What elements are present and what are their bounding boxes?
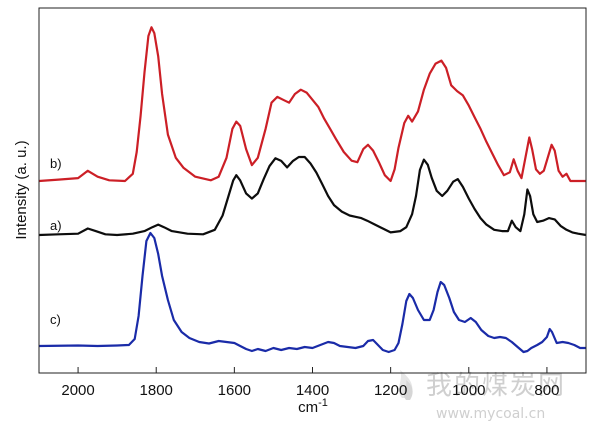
- curves: [38, 26, 587, 354]
- x-axis-label-unit: cm: [298, 399, 318, 416]
- x-tick-label-800: 800: [534, 382, 559, 399]
- watermark: 我的煤炭网 www.mycoal.cn: [398, 370, 566, 422]
- x-tick-label-2000: 2000: [61, 382, 94, 399]
- x-tick-label-1400: 1400: [296, 382, 329, 399]
- x-tick-label-1800: 1800: [140, 382, 173, 399]
- watermark-logo-icon: [398, 370, 413, 400]
- watermark-chinese: 我的煤炭网: [426, 371, 566, 401]
- x-tick-label-1200: 1200: [374, 382, 407, 399]
- x-axis-ticks: 2000 1800 1600 1400 1200 1000 800: [61, 367, 559, 399]
- curve-label-b: b): [50, 156, 62, 171]
- curve-label-a: a): [50, 218, 62, 233]
- x-axis-label-superscript: -1: [318, 397, 328, 409]
- series-line-c: [38, 231, 586, 354]
- x-tick-label-1000: 1000: [452, 382, 485, 399]
- y-axis-label: Intensity (a. u.): [13, 140, 30, 239]
- watermark-url: www.mycoal.cn: [436, 406, 545, 422]
- series-line-b: [38, 26, 586, 183]
- curve-label-c: c): [50, 312, 61, 327]
- series-line-a: [38, 155, 587, 237]
- x-tick-label-1600: 1600: [218, 382, 251, 399]
- x-axis-label: cm-1: [298, 397, 328, 416]
